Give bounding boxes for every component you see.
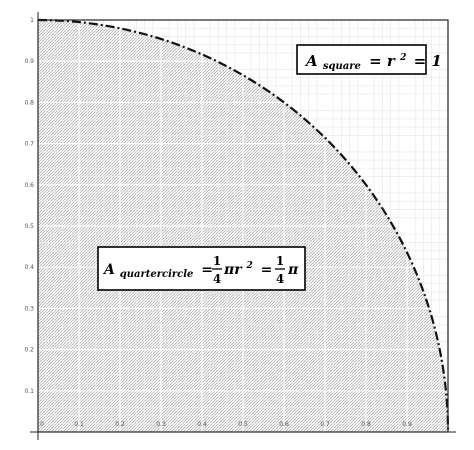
quarter-pi: π — [287, 262, 299, 278]
x-tick-label: 0 — [40, 421, 44, 428]
square-rhs-right: = 1 — [414, 52, 442, 70]
y-tick-label: 1 — [30, 17, 34, 24]
quarter-eq2: = — [261, 262, 273, 278]
svg-text:πr 2 =: πr 2 = — [223, 256, 272, 278]
y-tick-label: 0.3 — [24, 305, 34, 312]
major-grid — [38, 20, 448, 432]
quarter-area-annotation: A quartercircle = 1 4 πr 2 = 1 4 π — [97, 246, 306, 291]
quarter-pi-r: πr — [223, 262, 243, 278]
square-symbol: A — [304, 52, 318, 70]
quarter-symbol: A — [102, 262, 115, 278]
quarter-circle-arc — [37, 18, 450, 433]
x-tick-label: 0.1 — [74, 421, 84, 428]
y-tick-label: 0.9 — [24, 58, 34, 65]
x-tick-label: 0.6 — [279, 421, 289, 428]
x-tick-label: 0.5 — [238, 421, 248, 428]
y-tick-labels: 0.1 0.2 0.3 0.4 0.5 0.6 0.7 0.8 0.9 1 — [24, 17, 34, 395]
quarter-eq: = — [201, 262, 213, 278]
frac1-numerator: 1 — [213, 254, 221, 268]
square-exponent: 2 — [399, 53, 406, 63]
quarter-formula-box — [97, 246, 306, 291]
y-tick-label: 0.4 — [24, 264, 34, 271]
x-tick-label: 0.3 — [156, 421, 166, 428]
svg-text:A square = r: A square = r 2 = 1 — [304, 46, 442, 73]
square-area-annotation: A square = r 2 = 1 — [296, 44, 442, 75]
y-tick-label: 0.5 — [24, 223, 34, 230]
x-tick-label: 0.9 — [402, 421, 412, 428]
y-tick-label: 0.1 — [24, 388, 34, 395]
y-tick-label: 0.7 — [24, 141, 34, 148]
quarter-exponent: 2 — [246, 261, 253, 271]
y-tick-label: 0.8 — [24, 99, 34, 106]
x-tick-label: 0.7 — [320, 421, 330, 428]
quarter-subscript: quartercircle — [120, 269, 194, 280]
frac2-denominator: 4 — [276, 272, 284, 286]
frac1-denominator: 4 — [213, 272, 221, 286]
square-rhs-left: = r — [369, 52, 396, 70]
x-tick-label: 0.8 — [361, 421, 371, 428]
x-tick-labels: 0 0.1 0.2 0.3 0.4 0.5 0.6 0.7 0.8 0.9 — [40, 421, 412, 428]
y-tick-label: 0.6 — [24, 182, 34, 189]
frac2-numerator: 1 — [276, 254, 284, 268]
square-formula-box — [296, 44, 427, 75]
x-tick-label: 0.4 — [197, 421, 207, 428]
x-tick-label: 0.2 — [115, 421, 125, 428]
svg-text:A quartercircle =: A quartercircle = — [102, 262, 213, 281]
y-tick-label: 0.2 — [24, 347, 34, 354]
square-subscript: square — [323, 61, 361, 72]
